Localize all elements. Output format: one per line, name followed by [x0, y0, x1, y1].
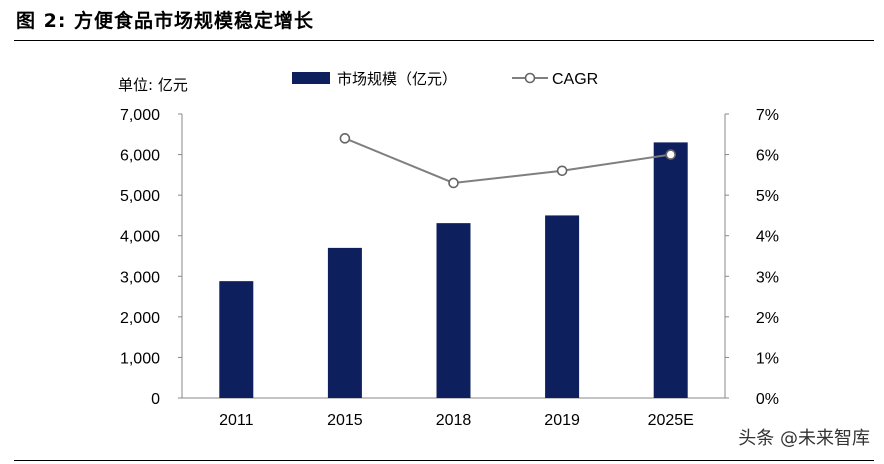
left-tick-label: 2,000 — [120, 310, 160, 327]
x-tick-label: 2011 — [219, 412, 254, 429]
unit-label: 单位: 亿元 — [118, 76, 188, 94]
bottom-rule — [14, 460, 874, 461]
cagr-point-2015 — [339, 133, 351, 144]
bar-2019 — [545, 215, 580, 398]
top-rule — [14, 40, 874, 41]
left-tick-label: 1,000 — [120, 350, 160, 367]
bar-2018 — [436, 223, 471, 398]
cagr-line — [344, 137, 671, 184]
cagr-point-2025E — [665, 149, 677, 160]
legend-line-label: CAGR — [552, 71, 598, 88]
right-tick-label: 4% — [756, 229, 779, 246]
right-tick-label: 0% — [756, 391, 779, 408]
tick-labels-group: 0 1,000 2,000 3,000 4,000 5,000 6,000 7,000 0% 1%… — [120, 107, 779, 429]
left-tick-label: 3,000 — [120, 269, 160, 286]
cagr-line-group — [339, 133, 677, 189]
left-tick-label: 4,000 — [120, 229, 160, 246]
left-tick-label: 5,000 — [120, 188, 160, 205]
cagr-point-2018 — [448, 177, 459, 189]
figure-title: 图 2: 方便食品市场规模稳定增长 — [16, 10, 315, 32]
legend-line-marker — [524, 72, 536, 84]
cagr-point-2019 — [556, 165, 568, 177]
left-tick-label: 7,000 — [120, 107, 160, 124]
x-tick-label: 2018 — [436, 412, 472, 429]
bar-2015 — [327, 247, 362, 398]
bar-2025E — [653, 142, 688, 398]
right-tick-label: 6% — [756, 148, 779, 165]
legend-bar-label: 市场规模（亿元） — [337, 70, 457, 88]
legend-bar-swatch — [292, 72, 330, 84]
right-tick-label: 1% — [756, 350, 779, 367]
x-tick-label: 2015 — [327, 412, 363, 429]
x-tick-label: 2019 — [544, 412, 580, 429]
right-tick-label: 3% — [756, 269, 779, 286]
x-tick-label: 2025E — [648, 412, 694, 429]
watermark: 头条 @未来智库 — [738, 428, 870, 449]
bar-2011 — [219, 281, 254, 398]
right-tick-label: 2% — [756, 310, 779, 327]
right-tick-label: 5% — [756, 188, 779, 205]
bars-group — [219, 142, 688, 398]
legend: 市场规模（亿元） CAGR — [292, 70, 598, 88]
left-tick-label: 0 — [151, 391, 160, 408]
right-tick-label: 7% — [756, 107, 779, 124]
left-tick-label: 6,000 — [120, 148, 160, 165]
